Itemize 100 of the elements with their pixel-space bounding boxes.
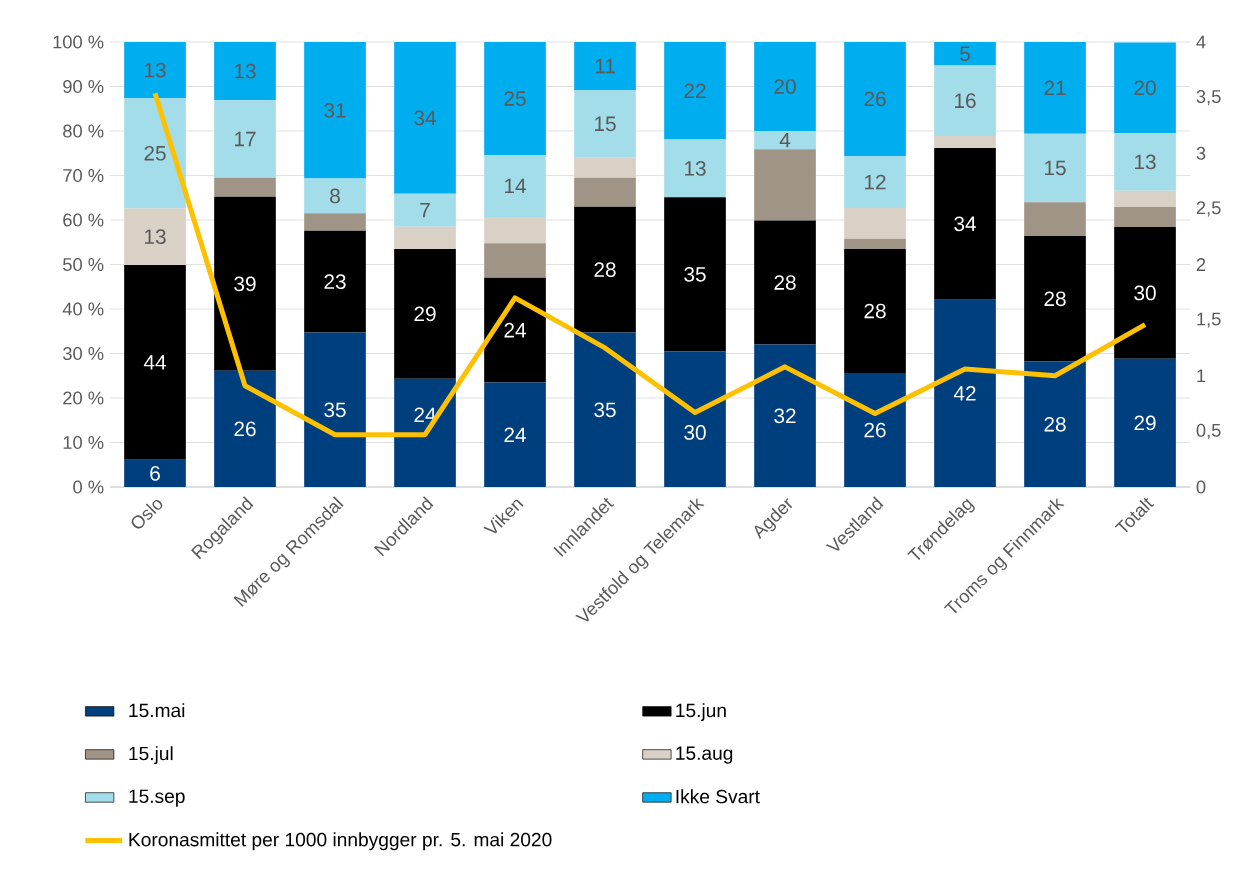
y2-tick-label: 2 (1196, 258, 1206, 271)
bar (214, 100, 276, 178)
data-label: 28 (864, 303, 886, 319)
bar (1114, 133, 1176, 191)
bar (124, 459, 186, 487)
bar (664, 139, 726, 198)
bar (934, 65, 996, 136)
bar (1024, 361, 1086, 487)
bar (1114, 42, 1176, 134)
data-label: 44 (143, 355, 166, 370)
data-label: 16 (955, 93, 976, 109)
data-label: 8 (330, 188, 340, 204)
bar (484, 155, 546, 217)
data-label: 30 (684, 425, 706, 440)
bar (754, 220, 816, 345)
bar (664, 351, 726, 487)
bar (394, 41, 456, 194)
y-tick-label: 60 % (63, 213, 104, 227)
legend-label: Koronasmittet per 1000 innbygger pr. 5. mai 2020 (129, 832, 552, 851)
data-label: 39 (234, 276, 256, 292)
data-label: 32 (774, 408, 796, 424)
data-label: 31 (324, 102, 346, 118)
data-label: 26 (864, 91, 886, 107)
data-label: 30 (1134, 285, 1156, 301)
bar (1024, 41, 1086, 134)
data-label: 28 (594, 262, 616, 277)
data-label: 35 (324, 402, 346, 418)
data-label: 28 (1044, 291, 1066, 307)
data-label: 11 (595, 58, 615, 74)
data-label: 35 (594, 402, 616, 418)
data-label: 28 (1044, 416, 1066, 432)
data-label: 20 (1134, 80, 1156, 96)
data-label: 13 (685, 161, 706, 176)
data-label: 14 (505, 178, 526, 194)
bar (214, 177, 276, 197)
bar (1024, 133, 1086, 203)
bar (754, 149, 816, 221)
data-label: 26 (864, 422, 886, 438)
legend-label: 15.sep (129, 789, 185, 807)
data-label: 34 (414, 110, 436, 126)
data-label: 4 (779, 132, 791, 148)
bar (304, 332, 366, 487)
data-label: 29 (1134, 415, 1156, 431)
legend-label: 15.jun (676, 703, 726, 722)
bar (754, 131, 816, 150)
data-label: 21 (1044, 80, 1066, 96)
y2-tick-label: 3 (1196, 146, 1206, 160)
data-label: 42 (953, 386, 976, 401)
bar (304, 41, 366, 179)
bar (844, 207, 906, 239)
y2-tick-label: 2,5 (1196, 201, 1221, 217)
bar (844, 155, 906, 208)
bar (574, 177, 636, 207)
bar (394, 248, 456, 379)
data-label: 24 (504, 427, 526, 442)
bar (1114, 207, 1176, 228)
bar (394, 226, 456, 249)
bar (1114, 358, 1176, 487)
y2-tick-label: 0 (1196, 480, 1206, 494)
data-label: 13 (235, 63, 256, 79)
bar (394, 378, 456, 487)
bar (214, 41, 276, 101)
data-label: 22 (684, 83, 706, 98)
y2-tick-label: 3,5 (1196, 90, 1221, 106)
y-tick-label: 0 % (73, 480, 104, 494)
bar (124, 208, 186, 265)
y-tick-label: 30 % (63, 347, 104, 360)
data-label: 13 (145, 229, 166, 245)
bar (934, 135, 996, 148)
bar (1024, 202, 1086, 237)
data-label: 15 (595, 116, 616, 132)
data-label: 13 (1135, 154, 1156, 170)
bar (484, 41, 546, 156)
data-label: 13 (145, 62, 166, 78)
y-tick-label: 100 % (53, 35, 104, 49)
bar (484, 243, 546, 278)
bar (574, 90, 636, 158)
data-label: 20 (774, 79, 796, 94)
data-label: 26 (234, 421, 256, 437)
bar (844, 41, 906, 156)
bar (754, 344, 816, 487)
data-label: 12 (865, 174, 886, 190)
y-tick-label: 40 % (62, 302, 104, 316)
bar (304, 230, 366, 333)
data-label: 6 (150, 466, 160, 481)
data-label: 25 (144, 145, 166, 161)
bar (934, 147, 996, 300)
bar (1114, 190, 1176, 208)
bar (124, 41, 186, 99)
bar (934, 299, 996, 487)
y-tick-label: 90 % (63, 80, 104, 93)
y2-tick-label: 1,5 (1197, 312, 1221, 328)
y2-tick-label: 0,5 (1196, 423, 1221, 439)
bar (664, 197, 726, 352)
y2-tick-label: 4 (1196, 35, 1206, 49)
data-label: 7 (420, 203, 430, 218)
legend-label: 15.mai (129, 703, 185, 718)
bar (484, 216, 546, 244)
data-label: 23 (324, 274, 346, 290)
bar (124, 264, 186, 460)
